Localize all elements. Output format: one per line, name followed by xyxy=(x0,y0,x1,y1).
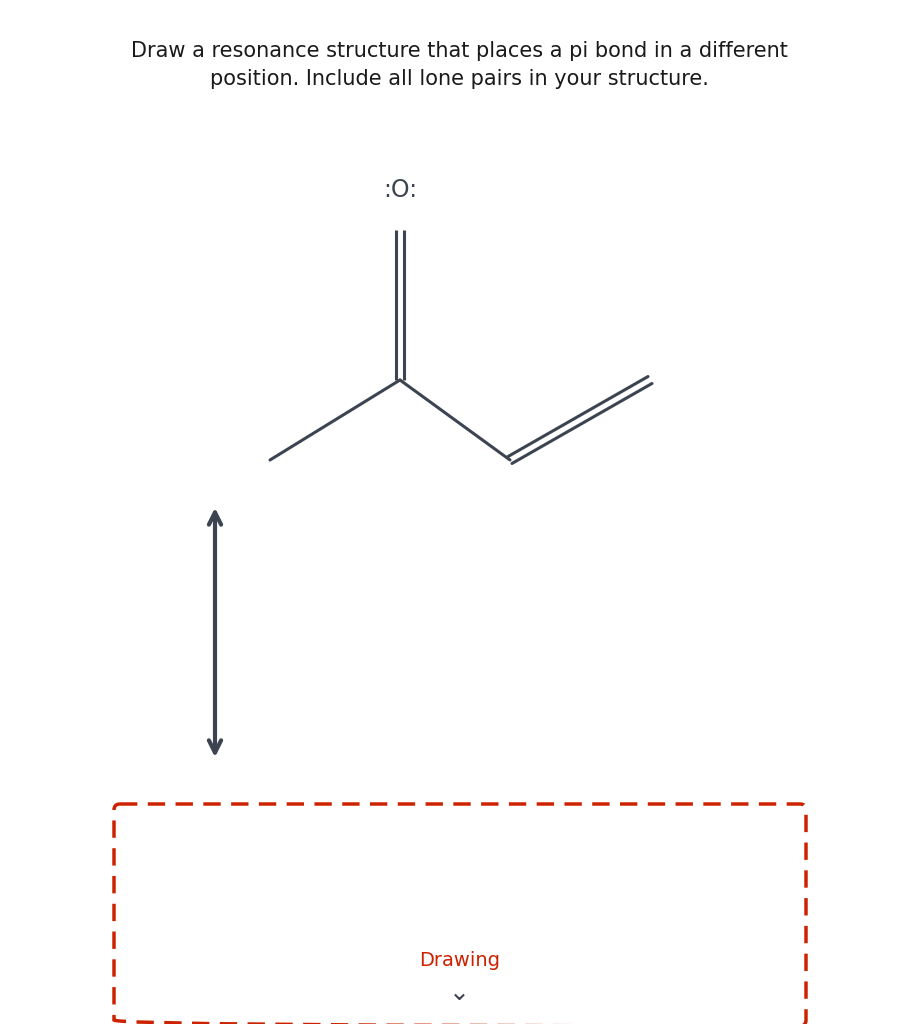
Text: :O:: :O: xyxy=(383,178,417,202)
Text: ⌄: ⌄ xyxy=(449,981,470,1005)
Text: Drawing: Drawing xyxy=(419,950,500,970)
Text: Draw a resonance structure that places a pi bond in a different
position. Includ: Draw a resonance structure that places a… xyxy=(131,41,788,89)
